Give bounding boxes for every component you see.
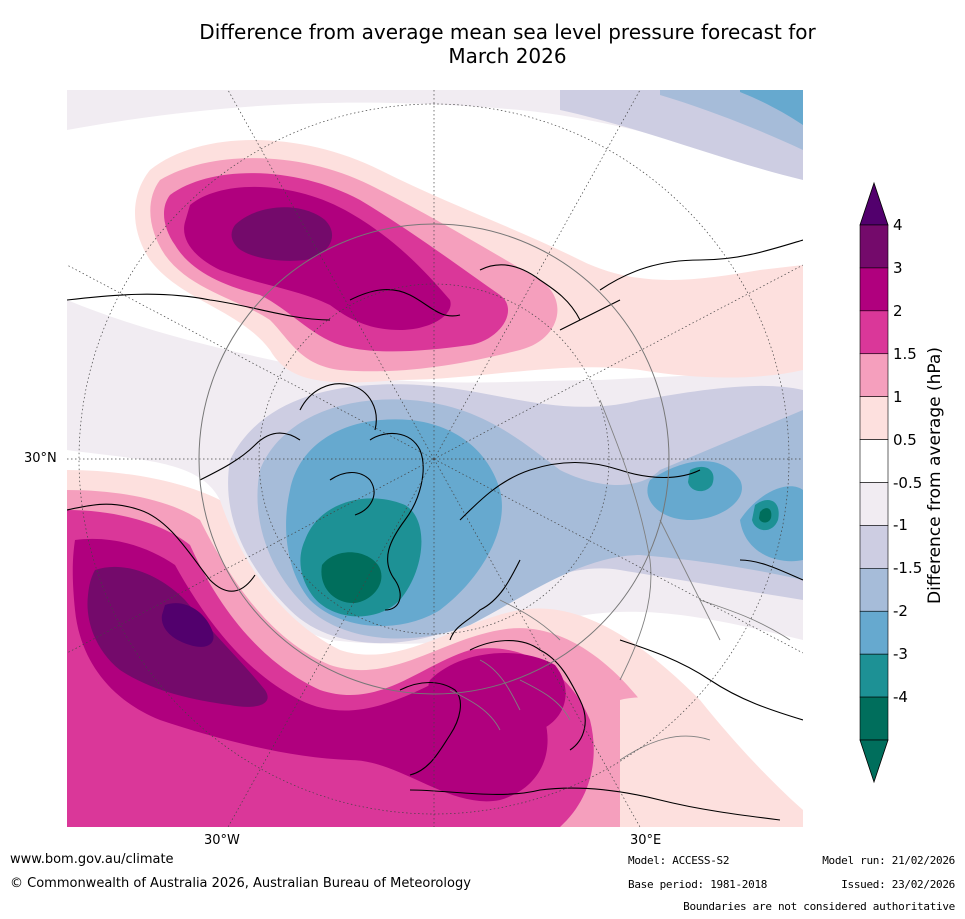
anomaly-positive-pacific: [135, 140, 803, 383]
coastlines: [67, 239, 803, 821]
colorbar-tick-label: 4: [893, 216, 903, 234]
anomaly-positive-east: [620, 697, 780, 827]
colorbar-swatch: [859, 224, 889, 269]
colorbar-tick-label: 0.5: [893, 430, 917, 449]
colorbar-tick-label: 3: [893, 258, 903, 277]
colorbar-under-arrow: [859, 739, 889, 784]
colorbar-title: Difference from average (hPa): [925, 347, 945, 604]
colorbar-swatch: [859, 439, 889, 483]
map-area: [67, 90, 803, 827]
colorbar-tick-label: 1.5: [893, 344, 917, 363]
colorbar-swatch: [859, 353, 889, 397]
footer-url[interactable]: www.bom.gov.au/climate: [10, 852, 174, 867]
title-line-2: March 2026: [448, 44, 567, 68]
colorbar-swatch: [859, 482, 889, 526]
footer-model-run: Model run: 21/02/2026: [822, 854, 955, 867]
colorbar-swatch: [859, 653, 889, 698]
lon-label-30e: 30°E: [630, 833, 662, 848]
colorbar-swatch: [859, 310, 889, 355]
anomaly-positive-atlantic: [67, 470, 803, 827]
colorbar-tick-label: -4: [893, 688, 908, 707]
footer-copyright: © Commonwealth of Australia 2026, Austra…: [10, 876, 471, 891]
title-line-1: Difference from average mean sea level p…: [199, 20, 816, 44]
footer-base-period: Base period: 1981-2018: [628, 878, 768, 891]
footer-disclaimer: Boundaries are not considered authoritat…: [683, 900, 955, 913]
graticule: [67, 90, 803, 827]
colorbar-tick-label: -1.5: [893, 559, 923, 578]
colorbar-swatch: [859, 396, 889, 440]
colorbar-over-arrow: [859, 181, 889, 226]
colorbar-swatch: [859, 525, 889, 569]
colorbar-swatch: [859, 696, 889, 741]
colorbar-tick-label: 2: [893, 301, 903, 320]
colorbar: [859, 181, 889, 784]
colorbar-swatch: [859, 610, 889, 655]
lat-label-30n: 30°N: [24, 451, 57, 466]
colorbar-swatch: [859, 568, 889, 612]
colorbar-tick-label: -0.5: [893, 473, 923, 492]
map-title: Difference from average mean sea level p…: [100, 20, 915, 68]
footer-issued: Issued: 23/02/2026: [841, 878, 955, 891]
polar-circle-solid: [198, 223, 670, 695]
footer-model: Model: ACCESS-S2: [628, 854, 730, 867]
anomaly-negative-4: [321, 508, 772, 604]
colorbar-tick-label: -1: [893, 516, 908, 535]
colorbar-tick-label: -2: [893, 602, 908, 621]
lon-label-30w: 30°W: [204, 833, 240, 848]
colorbar-swatch: [859, 267, 889, 312]
colorbar-tick-label: -3: [893, 645, 908, 664]
colorbar-tick-label: 1: [893, 387, 903, 406]
